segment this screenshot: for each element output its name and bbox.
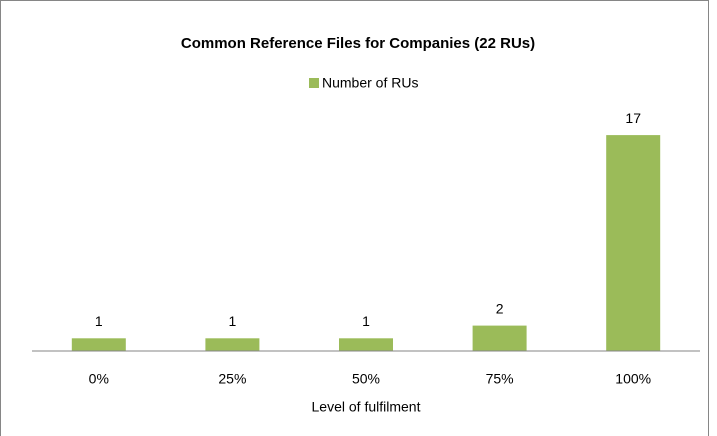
- data-label: 1: [362, 313, 370, 329]
- bar: [339, 338, 393, 351]
- x-axis-label: Level of fulfilment: [312, 399, 421, 415]
- data-label: 17: [625, 110, 641, 126]
- data-label: 1: [95, 313, 103, 329]
- x-tick-label: 25%: [218, 371, 246, 387]
- chart-title: Common Reference Files for Companies (22…: [181, 35, 535, 52]
- x-tick-label: 100%: [615, 371, 651, 387]
- data-label: 2: [496, 300, 504, 316]
- bar: [606, 135, 661, 351]
- bar: [472, 325, 527, 351]
- x-tick-label: 50%: [352, 371, 380, 387]
- data-label: 1: [229, 313, 237, 329]
- bar: [205, 338, 260, 351]
- x-tick-label: 75%: [486, 371, 514, 387]
- legend-label: Number of RUs: [322, 75, 418, 91]
- x-tick-label: 0%: [89, 371, 109, 387]
- legend-swatch: [309, 78, 319, 88]
- bar: [71, 338, 126, 351]
